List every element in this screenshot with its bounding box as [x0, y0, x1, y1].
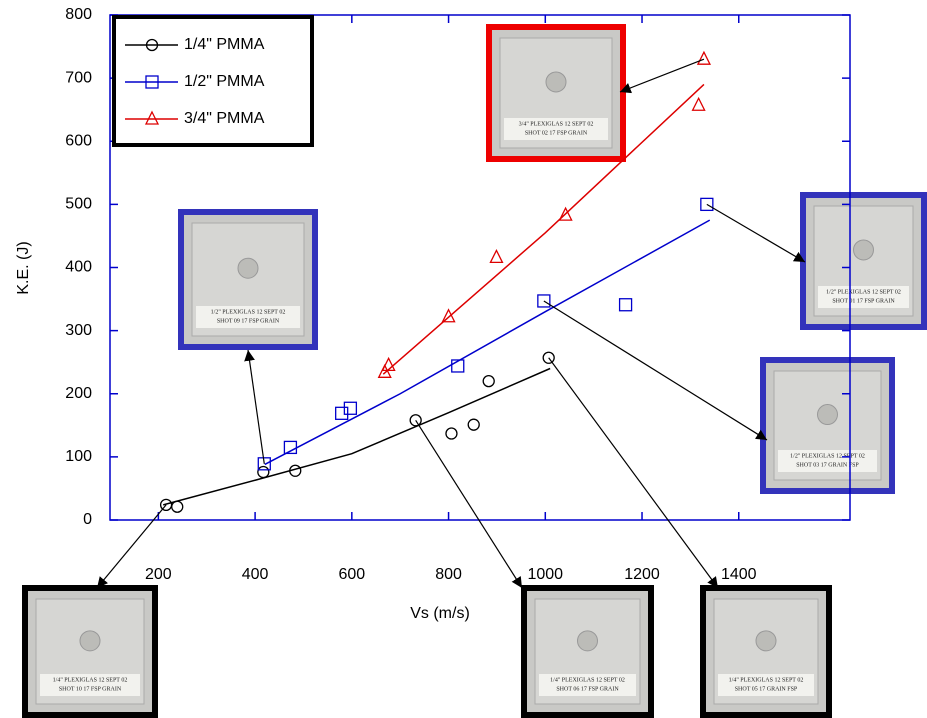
data-point	[258, 467, 269, 478]
inset-caption: 1/4" PLEXIGLAS 12 SEPT 02	[729, 677, 804, 683]
legend-label: 1/4" PMMA	[184, 36, 265, 53]
legend-label: 3/4" PMMA	[184, 110, 265, 127]
y-tick-label: 800	[65, 6, 92, 23]
y-tick-label: 200	[65, 385, 92, 402]
y-tick-label: 600	[65, 132, 92, 149]
inset-caption: SHOT 05 17 GRAIN FSP	[735, 686, 798, 692]
x-tick-label: 400	[242, 566, 269, 583]
inset-caption: SHOT 06 17 FSP GRAIN	[556, 686, 619, 692]
pointer-arrow	[549, 358, 718, 588]
inset-caption: SHOT 09 17 FSP GRAIN	[217, 318, 280, 324]
pointer-arrow	[544, 301, 767, 440]
pointer-arrow	[620, 59, 704, 92]
inset-impact	[546, 72, 566, 92]
x-tick-label: 200	[145, 566, 172, 583]
data-point	[468, 419, 479, 430]
inset-caption: SHOT 02 17 FSP GRAIN	[525, 130, 588, 136]
inset-caption: SHOT 01 17 FSP GRAIN	[832, 298, 895, 304]
data-point	[336, 407, 348, 419]
data-point	[446, 428, 457, 439]
inset-caption: 3/4" PLEXIGLAS 12 SEPT 02	[519, 121, 594, 127]
fit-line	[265, 220, 710, 464]
fit-line	[163, 369, 550, 505]
y-axis-label: K.E. (J)	[15, 241, 32, 294]
chart: Vs (m/s) K.E. (J) 3/4" PLEXIGLAS 12 SEPT…	[0, 0, 927, 718]
x-tick-label: 1400	[721, 566, 757, 583]
legend-label: 1/2" PMMA	[184, 73, 265, 90]
x-tick-label: 800	[435, 566, 462, 583]
y-tick-label: 700	[65, 69, 92, 86]
inset-impact	[578, 631, 598, 651]
y-tick-label: 400	[65, 259, 92, 276]
data-point	[698, 52, 710, 64]
inset-impact	[854, 240, 874, 260]
inset-impact	[818, 405, 838, 425]
inset-impact	[756, 631, 776, 651]
x-tick-label: 1200	[624, 566, 660, 583]
inset-caption: 1/4" PLEXIGLAS 12 SEPT 02	[53, 677, 128, 683]
pointer-arrow	[248, 350, 264, 464]
x-tick-label: 600	[338, 566, 365, 583]
data-point	[620, 299, 632, 311]
y-tick-label: 500	[65, 196, 92, 213]
data-point	[483, 376, 494, 387]
inset-caption: 1/4" PLEXIGLAS 12 SEPT 02	[550, 677, 625, 683]
data-point	[693, 98, 705, 110]
x-tick-label: 1000	[527, 566, 563, 583]
inset-caption: 1/2" PLEXIGLAS 12 SEPT 02	[790, 453, 865, 459]
data-point	[344, 402, 356, 414]
y-tick-label: 100	[65, 448, 92, 465]
inset-impact	[80, 631, 100, 651]
inset-caption: SHOT 10 17 FSP GRAIN	[59, 686, 122, 692]
inset-caption: 1/2" PLEXIGLAS 12 SEPT 02	[211, 309, 286, 315]
data-point	[172, 501, 183, 512]
inset-caption: 1/2" PLEXIGLAS 12 SEPT 02	[826, 289, 901, 295]
data-point	[490, 250, 502, 262]
y-tick-label: 300	[65, 322, 92, 339]
x-axis-label: Vs (m/s)	[410, 605, 470, 622]
pointer-arrow	[707, 204, 805, 262]
y-tick-label: 0	[83, 511, 92, 528]
pointer-arrow	[416, 420, 522, 588]
inset-impact	[238, 258, 258, 278]
